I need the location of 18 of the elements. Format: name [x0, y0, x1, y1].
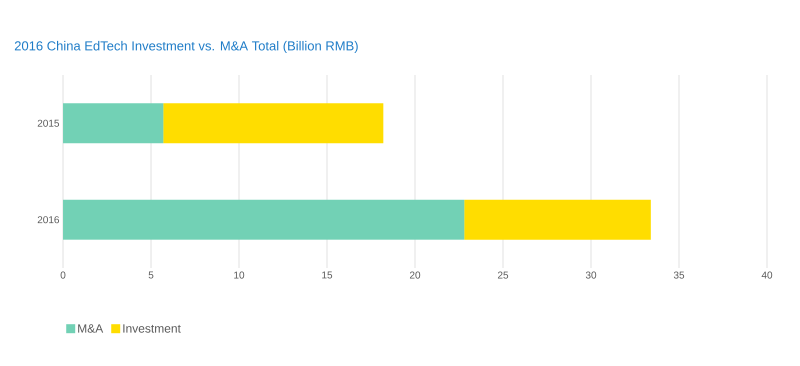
legend-label: M&A: [78, 324, 104, 333]
x-tick-label: 25: [498, 272, 508, 279]
x-tick-label: 20: [410, 272, 420, 279]
bar: [63, 200, 464, 240]
y-tick-label: 2016: [38, 216, 60, 224]
x-tick-label: 40: [762, 272, 772, 279]
bar: [63, 103, 164, 144]
y-tick-label: 2015: [38, 120, 60, 127]
x-tick-label: 0: [60, 272, 66, 279]
legend-label: Investment: [123, 324, 181, 333]
x-tick-label: 35: [674, 272, 684, 279]
bar: [464, 200, 651, 240]
x-tick-label: 15: [322, 272, 332, 278]
x-tick-label: 30: [586, 272, 596, 279]
x-tick-label: 5: [148, 272, 154, 278]
chart-title: 2016 China EdTech Investment vs. M&A Total (Billion RMB): [14, 40, 358, 54]
x-tick-label: 10: [234, 272, 244, 279]
bar: [163, 103, 384, 144]
